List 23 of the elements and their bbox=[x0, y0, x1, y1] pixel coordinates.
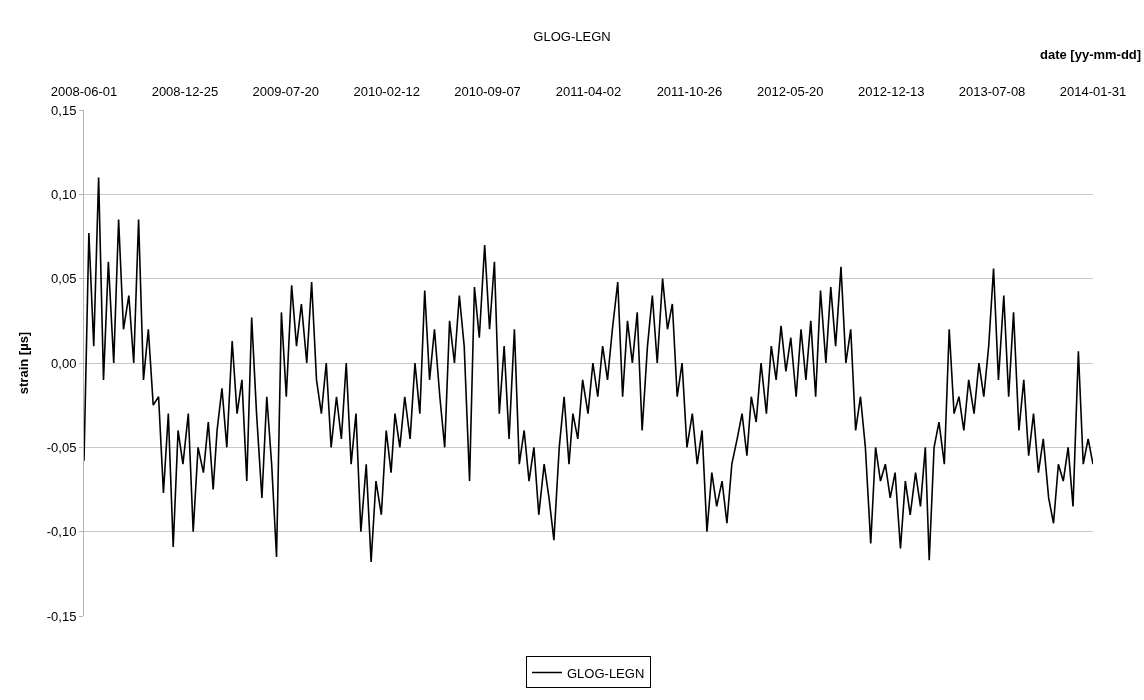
y-tick-label: 0,10 bbox=[51, 186, 77, 202]
x-tick-label: 2010-09-07 bbox=[454, 84, 521, 100]
y-tick-label: 0,15 bbox=[51, 102, 77, 118]
chart-title: GLOG-LEGN bbox=[533, 28, 611, 44]
y-tick-label: -0,10 bbox=[46, 524, 77, 540]
x-tick-label: 2010-02-12 bbox=[353, 84, 420, 100]
x-tick-label: 2012-12-13 bbox=[857, 84, 925, 100]
y-tick-label: 0,00 bbox=[51, 355, 77, 371]
x-tick-label: 2009-07-20 bbox=[252, 84, 320, 100]
x-tick-label: 2011-04-02 bbox=[555, 84, 622, 100]
y-tick-label: -0,05 bbox=[46, 439, 77, 455]
x-tick-label: 2012-05-20 bbox=[757, 84, 824, 100]
x-tick-label: 2008-06-01 bbox=[50, 84, 118, 100]
legend-label: GLOG-LEGN bbox=[567, 665, 645, 681]
x-tick-label: 2008-12-25 bbox=[151, 84, 219, 100]
x-tick-label: 2013-07-08 bbox=[958, 84, 1026, 100]
x-tick-label: 2014-01-31 bbox=[1059, 84, 1127, 100]
x-tick-label: 2011-10-26 bbox=[656, 84, 723, 100]
y-axis-title: strain [µs] bbox=[15, 331, 31, 395]
y-tick-label: 0,05 bbox=[51, 271, 77, 287]
y-tick-label: -0,15 bbox=[46, 608, 77, 624]
x-axis-title: date [yy-mm-dd] bbox=[1040, 47, 1142, 62]
line-series bbox=[84, 176, 1093, 563]
